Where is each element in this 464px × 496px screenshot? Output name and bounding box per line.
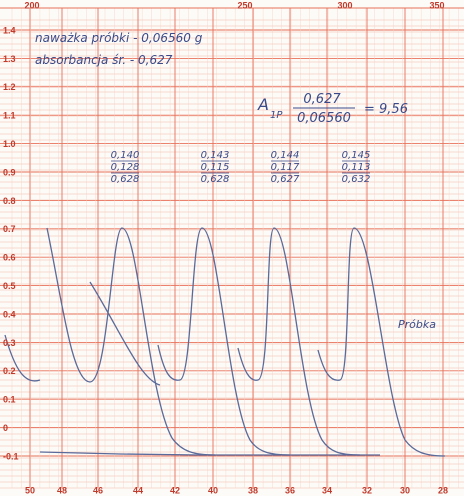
left-axis-label: 0 bbox=[3, 423, 8, 433]
reading: 0,128 bbox=[111, 162, 140, 173]
bottom-axis-label: 42 bbox=[170, 485, 180, 495]
reading: 0,115 bbox=[201, 162, 230, 173]
bottom-axis-label: 28 bbox=[438, 485, 448, 495]
reading: 0,628 bbox=[201, 174, 230, 185]
chart-paper: 2002503003501.41.31.21.11.00.90.80.70.60… bbox=[0, 0, 464, 496]
left-axis-label: 1.1 bbox=[3, 111, 16, 121]
left-axis-label: 0.5 bbox=[3, 281, 16, 291]
left-axis-label: 0.7 bbox=[3, 224, 16, 234]
note: naważka próbki - 0,06560 g bbox=[35, 31, 203, 45]
reading: 0,627 bbox=[271, 174, 300, 185]
bottom-axis-label: 30 bbox=[400, 485, 410, 495]
bottom-axis-label: 36 bbox=[285, 485, 295, 495]
left-axis-label: 1.4 bbox=[3, 25, 16, 35]
left-axis-label: 0.2 bbox=[3, 366, 16, 376]
denominator: 0,06560 bbox=[297, 111, 351, 126]
left-axis-label: 0.6 bbox=[3, 253, 16, 263]
numerator: 0,627 bbox=[303, 92, 341, 107]
top-axis-label: 250 bbox=[237, 0, 252, 10]
left-axis-label: 0.4 bbox=[3, 309, 16, 319]
reading: 0,628 bbox=[111, 174, 140, 185]
reading: 0,144 bbox=[271, 150, 300, 161]
formula-symbol: A bbox=[257, 95, 269, 114]
reading: 0,145 bbox=[342, 150, 371, 161]
bottom-axis-label: 50 bbox=[25, 485, 35, 495]
note: absorbancja śr. - 0,627 bbox=[35, 53, 173, 67]
reading: 0,143 bbox=[201, 150, 230, 161]
left-axis-label: -0.1 bbox=[3, 451, 19, 461]
bottom-axis-label: 40 bbox=[208, 485, 218, 495]
bottom-axis-label: 44 bbox=[133, 485, 143, 495]
bottom-axis-label: 34 bbox=[322, 485, 332, 495]
sample-label: Próbka bbox=[398, 318, 436, 331]
page: {"top_axis": ["200", "250", "300", "350"… bbox=[0, 0, 464, 496]
bottom-axis-label: 38 bbox=[248, 485, 258, 495]
reading: 0,632 bbox=[342, 174, 371, 185]
top-axis-label: 350 bbox=[429, 0, 444, 10]
bottom-axis-label: 32 bbox=[362, 485, 372, 495]
reading: 0,140 bbox=[111, 150, 140, 161]
left-axis-label: 1.3 bbox=[3, 54, 16, 64]
top-axis-label: 300 bbox=[337, 0, 352, 10]
top-axis-label: 200 bbox=[24, 0, 39, 10]
bottom-axis-label: 46 bbox=[93, 485, 103, 495]
reading: 0,117 bbox=[271, 162, 300, 173]
bottom-axis-label: 48 bbox=[57, 485, 67, 495]
left-axis-label: 0.3 bbox=[3, 338, 16, 348]
result: = 9,56 bbox=[364, 102, 408, 117]
left-axis-label: 1.0 bbox=[3, 139, 16, 149]
reading: 0,113 bbox=[342, 162, 371, 173]
left-axis-label: 0.1 bbox=[3, 395, 16, 405]
left-axis-label: 0.8 bbox=[3, 196, 16, 206]
left-axis-label: 0.9 bbox=[3, 167, 16, 177]
formula-subscript: 1P bbox=[270, 110, 283, 121]
left-axis-label: 1.2 bbox=[3, 82, 16, 92]
grid bbox=[0, 8, 464, 488]
